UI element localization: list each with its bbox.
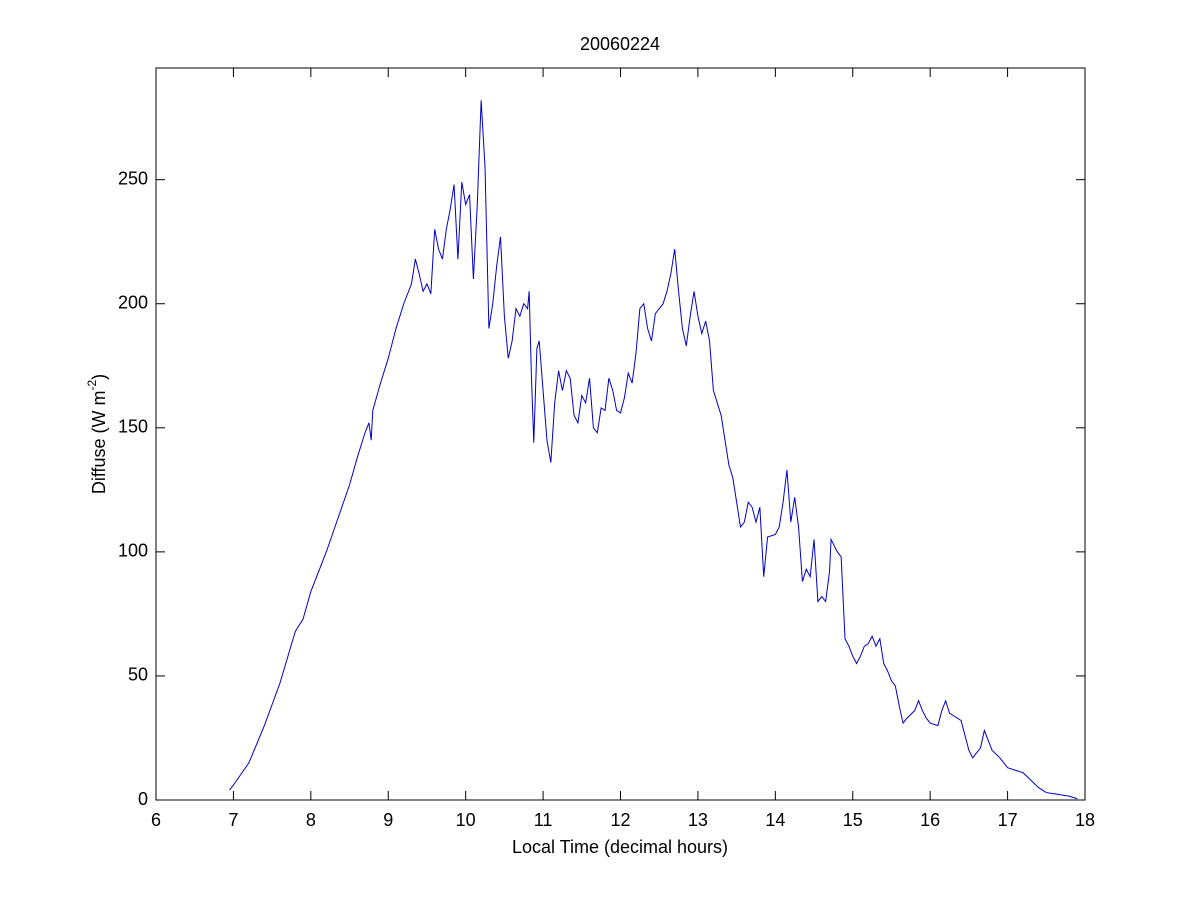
y-tick-label: 50 bbox=[128, 665, 148, 685]
y-tick-label: 0 bbox=[138, 789, 148, 809]
x-tick-label: 15 bbox=[843, 810, 863, 830]
x-tick-label: 12 bbox=[610, 810, 630, 830]
chart-title: 20060224 bbox=[580, 34, 660, 54]
x-tick-label: 13 bbox=[688, 810, 708, 830]
x-axis-label: Local Time (decimal hours) bbox=[512, 837, 728, 857]
x-tick-label: 18 bbox=[1075, 810, 1095, 830]
y-axis-label: Diffuse (W m-2) bbox=[85, 374, 109, 494]
x-tick-label: 16 bbox=[920, 810, 940, 830]
x-tick-label: 8 bbox=[306, 810, 316, 830]
y-axis-label-text: Diffuse (W m bbox=[89, 390, 109, 494]
y-axis-label-superscript: -2 bbox=[85, 379, 99, 390]
y-tick-label: 100 bbox=[118, 541, 148, 561]
y-tick-label: 150 bbox=[118, 417, 148, 437]
y-axis-label-suffix: ) bbox=[89, 374, 109, 380]
x-tick-label: 7 bbox=[228, 810, 238, 830]
x-tick-label: 17 bbox=[998, 810, 1018, 830]
x-tick-label: 9 bbox=[383, 810, 393, 830]
x-tick-label: 10 bbox=[456, 810, 476, 830]
x-tick-label: 6 bbox=[151, 810, 161, 830]
y-tick-label: 250 bbox=[118, 168, 148, 188]
data-line bbox=[229, 100, 1078, 800]
x-tick-label: 14 bbox=[765, 810, 785, 830]
y-tick-label: 200 bbox=[118, 292, 148, 312]
x-tick-label: 11 bbox=[534, 810, 553, 830]
